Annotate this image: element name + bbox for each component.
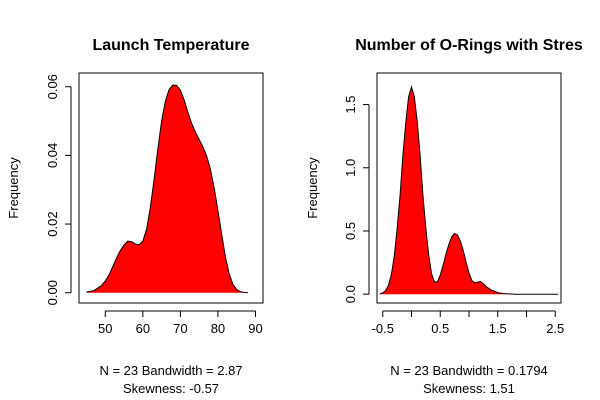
y-tick-label: 1.0 — [343, 159, 358, 177]
stat-line-skewness: Skewness: 1.51 — [423, 381, 515, 396]
y-tick-label: 0.0 — [343, 285, 358, 303]
y-axis-label: Frequency — [305, 157, 320, 219]
x-tick-label: 90 — [248, 321, 262, 336]
density-area — [379, 86, 559, 295]
x-tick-label: 50 — [98, 321, 112, 336]
stat-line-skewness: Skewness: -0.57 — [123, 381, 219, 396]
x-tick-label: 60 — [136, 321, 150, 336]
chart-panel-2: Number of O-Rings with Stres -0.5 0.5 1.5 2.… — [305, 37, 583, 396]
chart-title: Launch Temperature — [92, 37, 249, 54]
stat-line-bandwidth: N = 23 Bandwidth = 0.1794 — [390, 363, 548, 378]
chart-panel-1: Launch Temperature 50 60 70 80 90 0.00 0.02 0.04… — [6, 37, 264, 396]
y-tick-label: 0.02 — [45, 211, 60, 236]
chart-title: Number of O-Rings with Stres — [355, 37, 583, 54]
y-tick-label: 0.06 — [45, 74, 60, 99]
y-tick-label: 0.04 — [45, 143, 60, 168]
x-tick-label: -0.5 — [372, 321, 394, 336]
y-tick-label: 1.5 — [343, 96, 358, 114]
x-tick-label: 1.5 — [489, 321, 507, 336]
plot-frame — [78, 72, 264, 304]
density-line — [379, 85, 559, 295]
plot-frame — [376, 72, 562, 304]
x-tick-label: 80 — [211, 321, 225, 336]
y-axis-label: Frequency — [6, 157, 21, 219]
stat-line-bandwidth: N = 23 Bandwidth = 2.87 — [99, 363, 242, 378]
x-tick-label: 2.5 — [546, 321, 564, 336]
x-tick-label: 0.5 — [431, 321, 449, 336]
density-line — [86, 84, 249, 294]
y-tick-label: 0.00 — [45, 280, 60, 305]
density-area — [86, 85, 248, 293]
x-tick-label: 70 — [173, 321, 187, 336]
y-tick-label: 0.5 — [343, 222, 358, 240]
